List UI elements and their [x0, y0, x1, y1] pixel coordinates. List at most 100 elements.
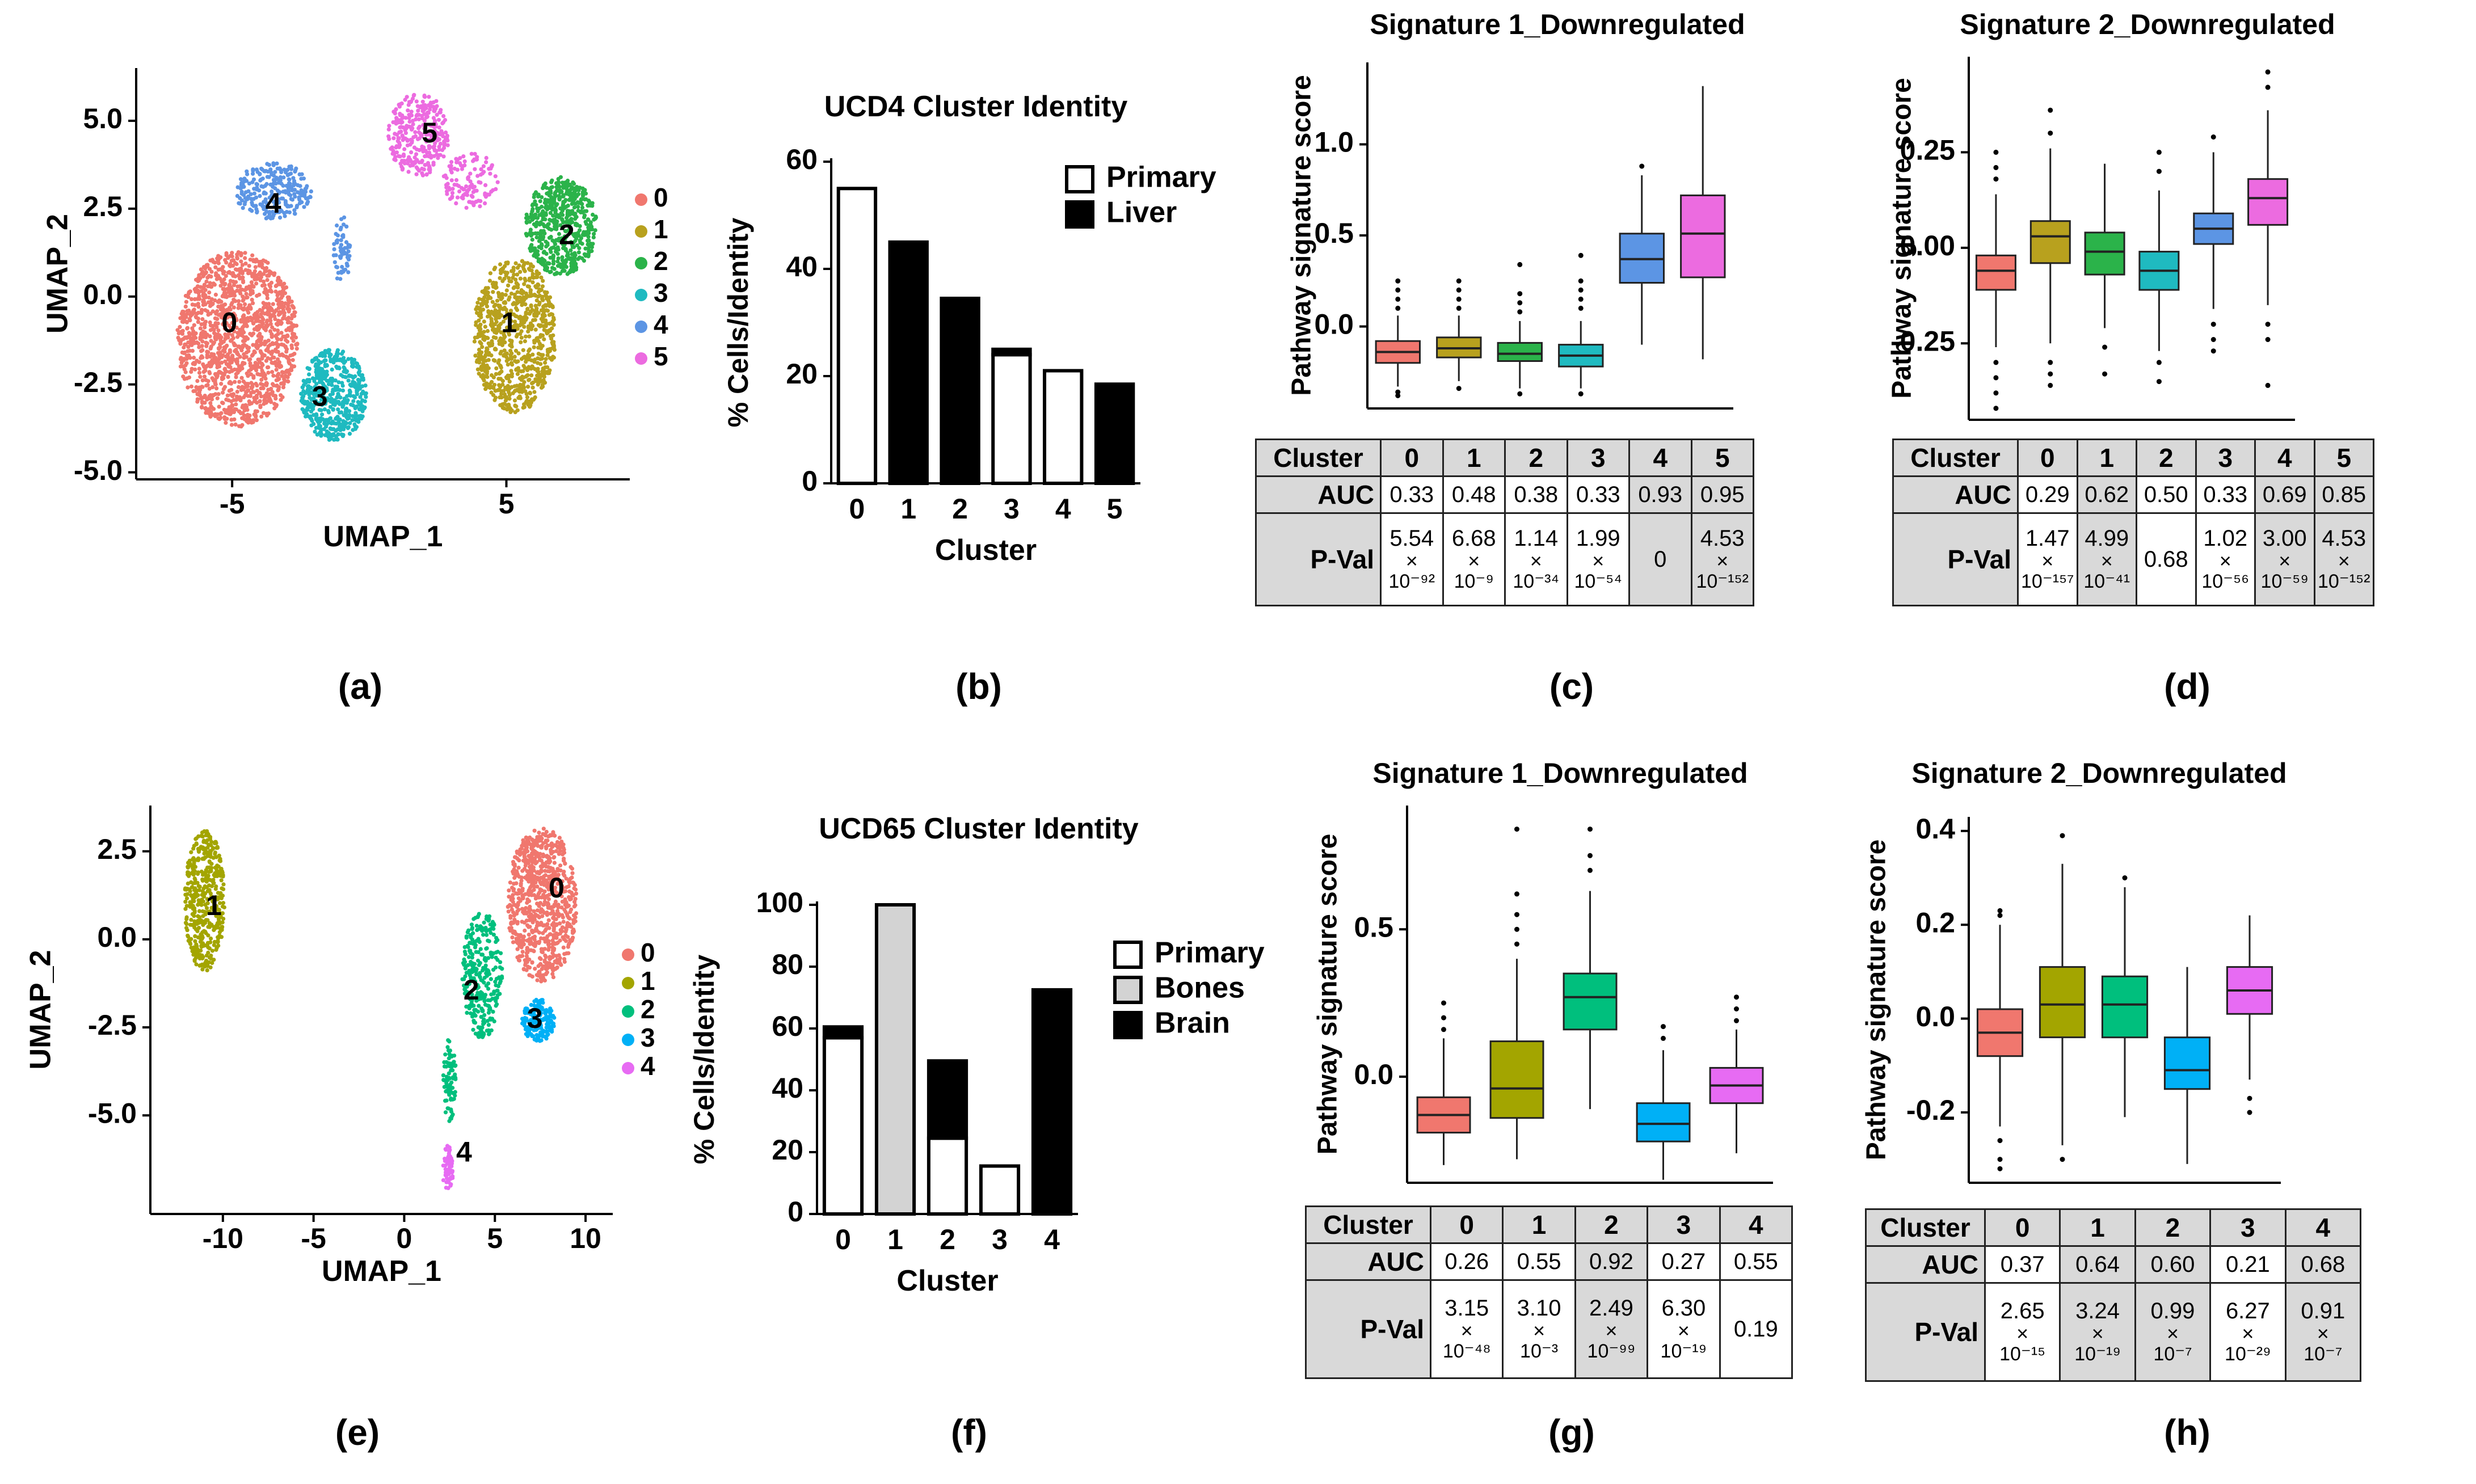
point	[195, 379, 199, 383]
point	[229, 393, 233, 397]
point	[309, 189, 313, 193]
point	[391, 136, 395, 140]
point	[551, 305, 555, 309]
point	[363, 399, 367, 403]
point	[289, 186, 293, 189]
point	[540, 195, 544, 199]
point	[260, 352, 264, 356]
point	[242, 395, 246, 399]
point	[565, 885, 569, 889]
point	[498, 262, 502, 266]
cluster-label: 4	[266, 187, 281, 219]
point	[251, 374, 255, 378]
point	[276, 279, 280, 283]
point	[580, 205, 584, 209]
point	[286, 321, 290, 324]
point	[288, 353, 292, 357]
point	[544, 324, 548, 328]
point	[529, 912, 533, 916]
point	[440, 148, 444, 152]
point	[254, 317, 258, 321]
point	[554, 954, 558, 958]
point	[250, 272, 254, 276]
point	[535, 220, 539, 224]
point	[199, 349, 203, 353]
point	[238, 284, 242, 288]
point	[208, 371, 212, 375]
point	[473, 336, 477, 340]
point	[525, 869, 529, 873]
point	[229, 408, 233, 412]
point	[306, 366, 310, 370]
point	[268, 314, 272, 318]
point	[549, 235, 553, 239]
point	[528, 391, 532, 395]
point	[525, 874, 529, 878]
point	[547, 262, 551, 265]
point	[189, 314, 193, 318]
point	[470, 193, 474, 197]
point	[245, 296, 249, 300]
point	[537, 323, 541, 327]
point	[534, 250, 538, 254]
point	[392, 157, 396, 161]
point	[544, 971, 548, 975]
point	[504, 403, 508, 407]
point	[201, 274, 205, 278]
point	[246, 189, 250, 193]
point	[450, 178, 454, 182]
point	[471, 203, 475, 207]
point	[535, 231, 539, 235]
point	[252, 327, 256, 331]
point	[205, 276, 209, 280]
point	[566, 921, 570, 925]
point	[468, 184, 472, 188]
point	[507, 888, 511, 892]
point	[251, 420, 255, 424]
point	[533, 318, 537, 322]
point	[544, 264, 548, 268]
point	[520, 920, 524, 924]
point	[507, 895, 511, 899]
point	[540, 914, 544, 918]
point	[542, 827, 546, 830]
point	[540, 243, 544, 247]
point	[338, 422, 342, 426]
point	[247, 264, 251, 268]
point	[519, 939, 523, 943]
point	[307, 372, 311, 376]
point	[485, 156, 489, 160]
point	[249, 288, 252, 292]
point	[487, 358, 491, 362]
point	[533, 309, 537, 313]
point	[486, 286, 490, 290]
point	[202, 364, 206, 368]
point	[565, 912, 569, 916]
point	[528, 865, 532, 869]
point	[515, 857, 519, 861]
point	[542, 338, 546, 342]
point	[575, 222, 579, 226]
point	[567, 271, 571, 275]
point	[549, 906, 553, 910]
point	[259, 260, 263, 264]
point	[330, 383, 334, 387]
point	[344, 225, 348, 229]
point	[589, 220, 593, 224]
point	[554, 917, 558, 921]
point	[355, 383, 359, 387]
point	[566, 212, 570, 216]
point	[213, 372, 217, 376]
point	[398, 143, 402, 147]
point	[228, 263, 231, 267]
point	[527, 888, 531, 892]
point	[561, 916, 565, 920]
point	[301, 397, 305, 400]
point	[276, 297, 280, 301]
point	[561, 842, 565, 846]
point	[221, 391, 225, 395]
point	[427, 111, 431, 115]
point	[488, 172, 492, 176]
legend-label: 0	[654, 183, 668, 212]
point	[236, 352, 240, 356]
